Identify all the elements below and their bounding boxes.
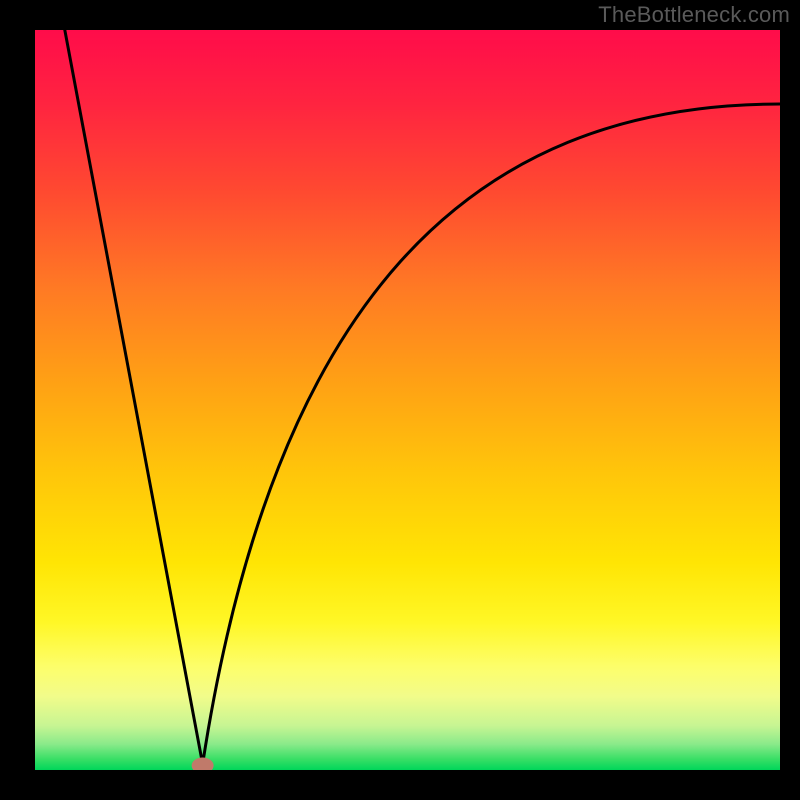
min-marker [192,758,214,770]
bottleneck-curve [65,30,780,764]
credit-text: TheBottleneck.com [598,2,790,28]
plot-area [35,30,780,770]
curve-layer [35,30,780,770]
